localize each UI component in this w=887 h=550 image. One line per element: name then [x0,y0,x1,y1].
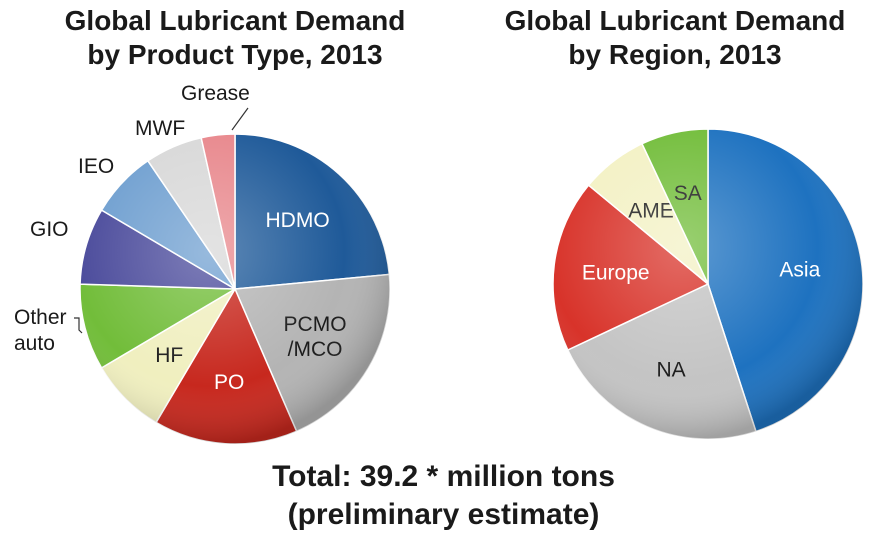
slice-label-ame: AME [628,200,674,223]
total-line: Total: 39.2 * million tons [272,460,615,493]
slice-label-na: NA [656,358,685,381]
chart-title-product-type: Global Lubricant Demand by Product Type,… [15,4,455,72]
chart-title-line: by Product Type, 2013 [87,39,383,70]
slice-label-sa: SA [674,182,702,205]
slice-label-hf: HF [155,344,183,367]
slice-label-po: PO [214,371,244,394]
slice-label-ieo: IEO [78,155,115,178]
chart-title-line: by Region, 2013 [568,39,782,70]
leader-line [231,107,249,131]
slice-label-hdmo: HDMO [266,209,330,232]
slice-label-europe: Europe [582,261,650,284]
slice-label-gio: GIO [30,218,69,241]
total-note: Total: 39.2 * million tons (preliminary … [0,458,887,534]
slice-label-mwf: MWF [135,117,186,140]
leader-line [74,317,83,334]
estimate-line: (preliminary estimate) [287,498,600,531]
slice-label-grease: Grease [181,82,250,105]
slice-label-asia: Asia [779,258,820,281]
chart-title-line: Global Lubricant Demand [504,5,846,36]
slice-label-other-auto: Other auto [14,306,67,355]
chart-title-region: Global Lubricant Demand by Region, 2013 [470,4,880,72]
chart-title-line: Global Lubricant Demand [64,5,406,36]
